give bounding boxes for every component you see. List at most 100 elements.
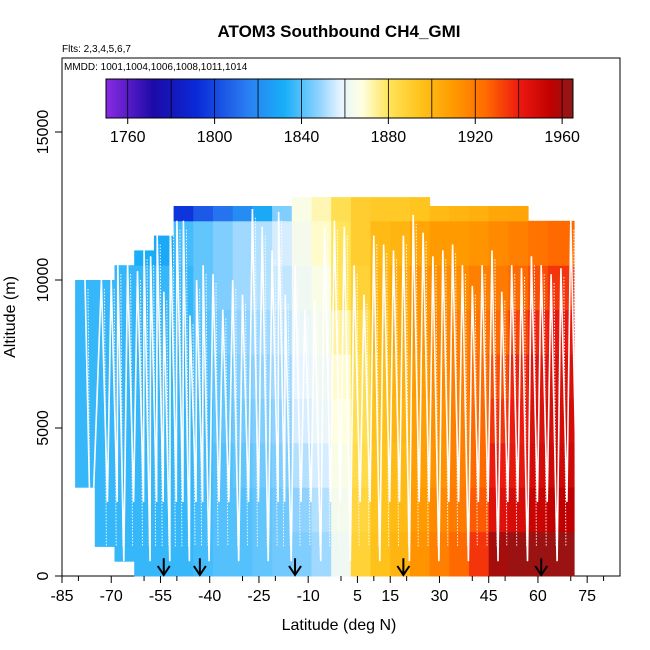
heatmap-cell (488, 265, 509, 311)
heatmap-cell (350, 265, 371, 311)
y-tick-label: 10000 (35, 258, 52, 303)
chart-title: ATOM3 Southbound CH4_GMI (217, 22, 460, 41)
x-axis: -85 -70 -55 -40 -25 -10 5 15 30 45 60 75 (50, 576, 605, 605)
heatmap-cell (311, 531, 332, 577)
heatmap-cell (370, 398, 391, 444)
heatmap-cell (291, 220, 312, 266)
heatmap-cell (331, 487, 352, 533)
y-axis: 0 5000 10000 15000 (35, 110, 62, 580)
x-tick-label: -85 (50, 588, 73, 605)
heatmap-cell (75, 442, 96, 488)
heatmap-cell (547, 531, 575, 577)
plot-area: MMDD: 1001,1004,1006,1008,1011,1014 (61, 57, 621, 577)
heatmap-cell (350, 197, 371, 222)
heatmap-cell (94, 442, 115, 488)
heatmap-cell (449, 206, 470, 222)
heatmap-cell (213, 265, 234, 311)
heatmap-cell (469, 220, 490, 266)
heatmap-cell (232, 354, 253, 399)
heatmap-cell (114, 265, 135, 311)
heatmap-cell (390, 531, 411, 577)
heatmap-cell (75, 309, 96, 355)
heatmap-cell (232, 531, 253, 577)
heatmap-cell (508, 265, 529, 311)
heatmap-cell (469, 531, 490, 577)
x-tick-label: -55 (149, 588, 172, 605)
heatmap-cell (213, 531, 234, 577)
marker-arrow (288, 558, 302, 577)
colorbar-ticks: 1760 1800 1840 1880 1920 1960 (110, 118, 580, 146)
heatmap-cell (94, 487, 115, 533)
heatmap-cell (469, 206, 490, 222)
heatmap-cell (75, 354, 96, 399)
x-tick-label: 75 (578, 588, 596, 605)
dates-note: MMDD: 1001,1004,1006,1008,1011,1014 (64, 62, 248, 73)
x-tick-label: -25 (247, 588, 270, 605)
marker-arrow (396, 558, 411, 577)
heatmap-cell (331, 197, 352, 222)
x-tick-label: 60 (529, 588, 547, 605)
y-axis-label: Altitude (m) (2, 276, 19, 358)
x-tick-label: 45 (480, 588, 498, 605)
heatmap-cell (390, 487, 411, 533)
heatmap-cell (311, 197, 332, 222)
heatmap-cell (272, 531, 293, 577)
colorbar-tick-label: 1880 (371, 129, 407, 146)
heatmap-cell (291, 197, 312, 222)
x-tick-label: -10 (297, 588, 320, 605)
heatmap-cell (350, 487, 371, 533)
flight-track-dotted (87, 217, 577, 547)
latitude-markers (156, 558, 549, 577)
colorbar-tick-label: 1960 (544, 129, 580, 146)
colorbar-tick-label: 1840 (284, 129, 320, 146)
heatmap-cell (331, 531, 352, 577)
y-tick-label: 15000 (35, 110, 52, 155)
heatmap-cell (291, 531, 312, 577)
colorbar-tick-label: 1760 (110, 129, 146, 146)
heatmap-cell (193, 206, 214, 222)
colorbar-tick-label: 1920 (457, 129, 493, 146)
x-tick-label: 15 (381, 588, 399, 605)
heatmap-cell (291, 354, 312, 399)
heatmap-cell (390, 220, 411, 266)
heatmap-cell (213, 220, 234, 266)
heatmap-cell (429, 398, 450, 444)
heatmap-cell (508, 487, 529, 533)
y-tick-label: 5000 (35, 410, 52, 446)
heatmap-cell (547, 442, 575, 488)
x-axis-label: Latitude (deg N) (282, 617, 397, 634)
x-tick-label: 5 (353, 588, 362, 605)
heatmap-cell (449, 487, 470, 533)
heatmap-cell (469, 265, 490, 311)
heatmap-cell (449, 220, 470, 266)
heatmap-cell (370, 197, 391, 222)
heatmap-cell (409, 487, 431, 533)
heatmap-cell (429, 220, 450, 266)
heatmap-cell (508, 220, 529, 266)
heatmap-cell (311, 220, 332, 266)
x-tick-label: -40 (198, 588, 221, 605)
heatmap-cell (488, 220, 509, 266)
heatmap-cell (213, 206, 234, 222)
heatmap-cell (508, 531, 529, 577)
heatmap-cell (508, 206, 529, 222)
heatmap-cell (528, 220, 549, 266)
heatmap-cell (193, 220, 214, 266)
heatmap-cell (173, 206, 194, 222)
heatmap-cell (409, 197, 431, 222)
heatmap-cell (409, 531, 431, 577)
x-tick-label: -70 (100, 588, 123, 605)
heatmap-cell (213, 354, 234, 399)
colorbar-gradient (105, 78, 574, 119)
x-tick-label: 30 (431, 588, 449, 605)
heatmap-cell (252, 531, 273, 577)
heatmap-cell (232, 220, 253, 266)
heatmap-cell (75, 398, 96, 444)
heatmap-cell (547, 487, 575, 533)
heatmap-cell (232, 206, 253, 222)
heatmap-cell (291, 265, 312, 311)
heatmap-cell (232, 487, 253, 533)
marker-arrow (193, 558, 207, 577)
heatmap-cell (213, 487, 234, 533)
